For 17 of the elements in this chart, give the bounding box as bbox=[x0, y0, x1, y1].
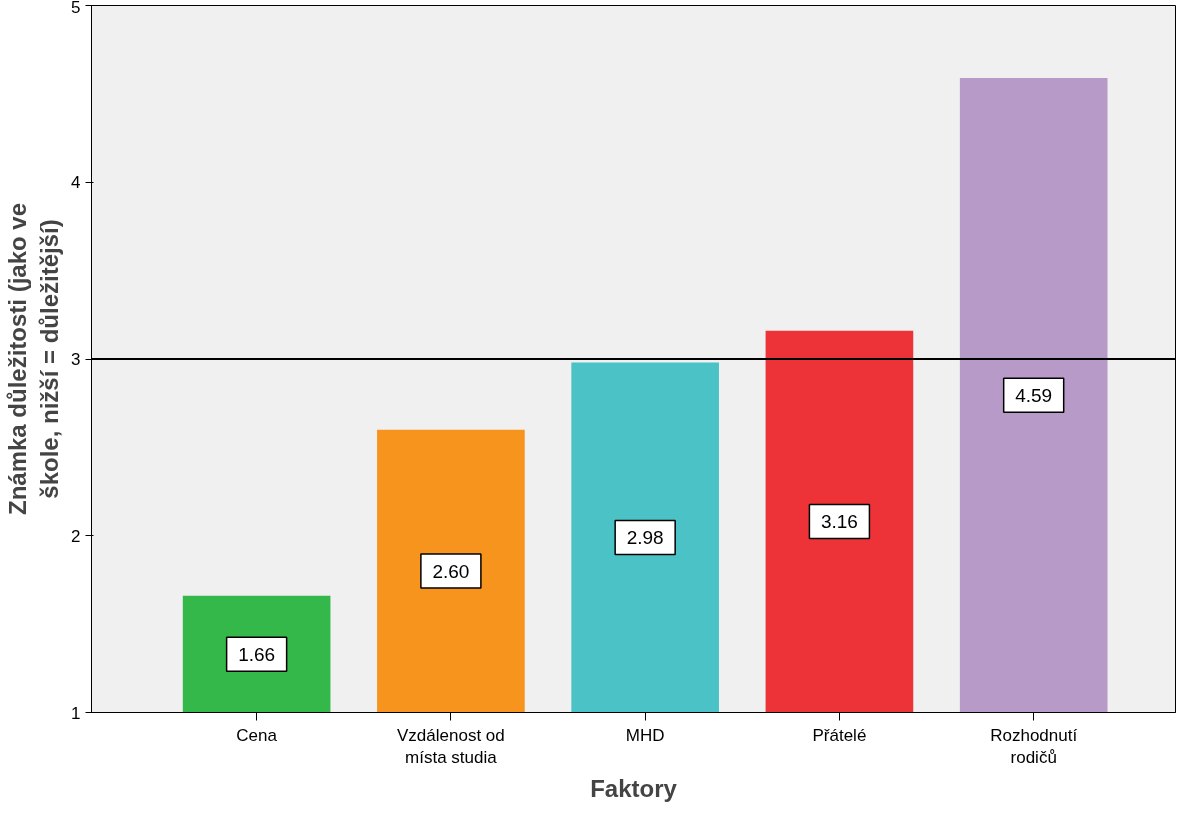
x-tick-label: MHD bbox=[625, 725, 665, 745]
data-label: 3.16 bbox=[820, 511, 858, 533]
x-tick-label: Rozhodnutí rodičů bbox=[990, 725, 1078, 768]
y-tick-label: 4 bbox=[71, 173, 81, 193]
x-tick-label: Cena bbox=[236, 725, 278, 745]
data-label: 2.60 bbox=[432, 560, 470, 582]
x-axis-title: Faktory bbox=[590, 775, 678, 803]
y-tick-label: 3 bbox=[71, 350, 81, 369]
data-label: 4.59 bbox=[1015, 384, 1053, 406]
y-tick-label: 5 bbox=[71, 0, 81, 17]
x-tick-label: Přátelé bbox=[812, 725, 867, 745]
data-label: 1.66 bbox=[238, 643, 276, 665]
y-axis-title: Známka důležitosti (jako ve škole, nižší = důležitější) bbox=[3, 202, 64, 516]
y-tick-label: 2 bbox=[71, 526, 81, 546]
y-tick-label: 1 bbox=[71, 703, 81, 723]
x-tick-label: Vzdálenost od místa studia bbox=[397, 725, 505, 768]
data-label: 2.98 bbox=[626, 527, 664, 549]
